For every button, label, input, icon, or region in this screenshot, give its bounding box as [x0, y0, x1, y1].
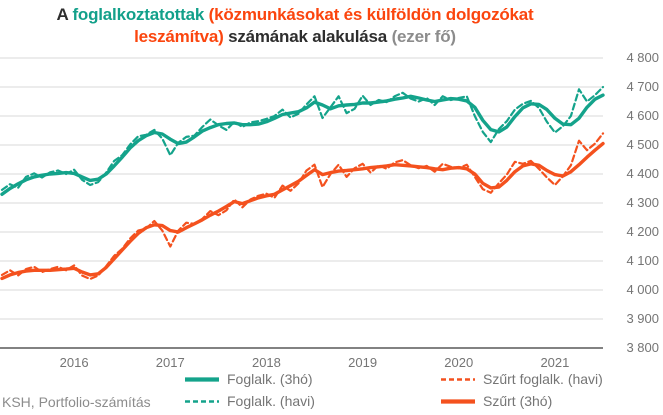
title-employed: foglalkoztatottak	[72, 5, 205, 24]
y-axis-label: 4 300	[626, 195, 659, 210]
y-axis-label: 4 800	[626, 50, 659, 65]
chart-title: A foglalkoztatottak (közmunkásokat és kü…	[25, 4, 565, 48]
y-axis-label: 4 400	[626, 166, 659, 181]
legend-item-sz-rt-3h: Szűrt (3hó)	[440, 393, 603, 409]
title-unit: (ezer fő)	[391, 26, 457, 46]
legend: Foglalk. (3hó) Foglalk. (havi) Szűrt fogla…	[184, 371, 603, 409]
legend-label: Szűrt (3hó)	[483, 393, 553, 409]
y-axis-label: 4 500	[626, 137, 659, 152]
title-rest: számának alakulása	[228, 26, 388, 46]
series-line-sz-rt-3h	[0, 141, 605, 281]
source-note: KSH, Portfolio-számítás	[2, 394, 151, 410]
x-axis-label: 2019	[348, 355, 378, 370]
legend-item-sz-rt-foglalk-havi: Szűrt foglalk. (havi)	[440, 371, 603, 387]
y-axis-label: 3 900	[626, 311, 659, 326]
y-axis-label: 4 700	[626, 79, 659, 94]
x-axis-label: 2021	[540, 355, 570, 370]
x-axis-label: 2020	[444, 355, 474, 370]
legend-sample-dashed	[441, 377, 475, 381]
title-excluded: (közmunkásokat és külföldön dolgozókat l…	[134, 5, 539, 46]
legend-sample-dashed	[185, 399, 219, 403]
series-line-foglalk-havi	[0, 85, 605, 191]
title-prefix: A	[56, 5, 68, 24]
series-line-sz-rt-foglalk-havi	[0, 132, 605, 281]
y-axis-label: 3 800	[626, 340, 659, 355]
legend-item-foglalk-3h: Foglalk. (3hó)	[184, 371, 440, 387]
legend-label: Szűrt foglalk. (havi)	[483, 371, 603, 387]
legend-item-foglalk-havi: Foglalk. (havi)	[184, 393, 440, 409]
legend-sample-solid	[185, 376, 219, 382]
x-axis-label: 2016	[59, 355, 89, 370]
legend-label: Foglalk. (3hó)	[227, 371, 313, 387]
x-axis-label: 2018	[251, 355, 281, 370]
legend-sample-solid	[441, 398, 475, 404]
y-axis-label: 4 000	[626, 282, 659, 297]
y-axis-label: 4 600	[626, 108, 659, 123]
y-axis-label: 4 100	[626, 253, 659, 268]
legend-label: Foglalk. (havi)	[227, 393, 315, 409]
y-axis-label: 4 200	[626, 224, 659, 239]
x-axis-label: 2017	[155, 355, 185, 370]
